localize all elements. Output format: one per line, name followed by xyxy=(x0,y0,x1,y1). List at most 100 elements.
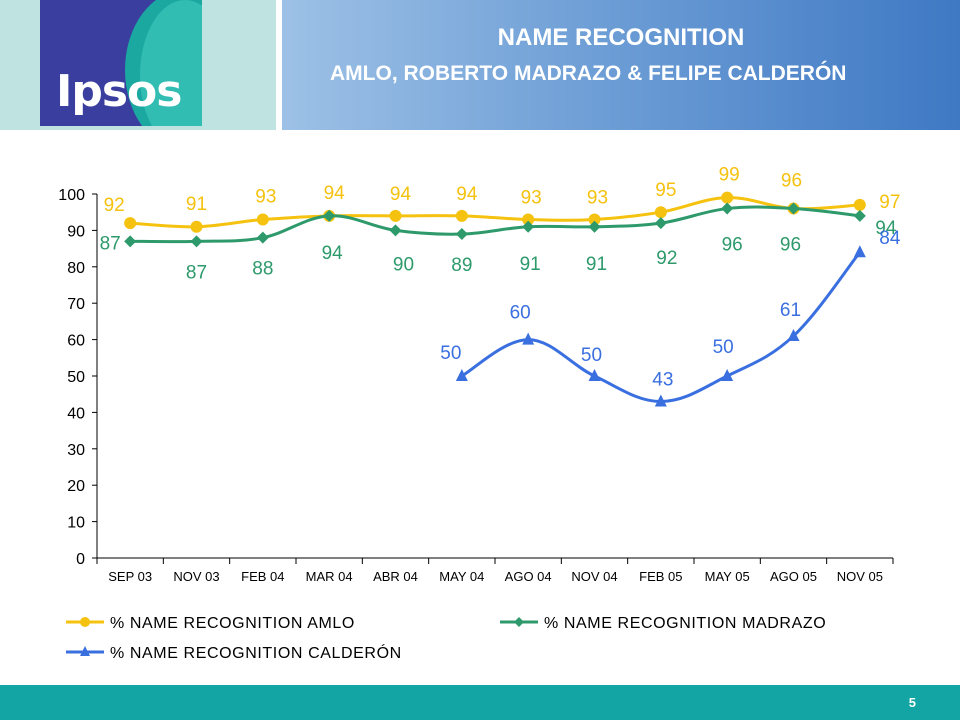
data-label: 91 xyxy=(186,194,207,215)
page-title: NAME RECOGNITION xyxy=(497,24,745,51)
footer-bar: 5 xyxy=(0,685,960,720)
y-tick-label: 100 xyxy=(58,187,85,204)
data-label: 87 xyxy=(186,262,207,283)
y-tick-label: 20 xyxy=(67,478,85,495)
x-tick-label: MAR 04 xyxy=(306,569,353,584)
data-label: 84 xyxy=(879,228,901,249)
data-point xyxy=(588,213,601,226)
data-label: 93 xyxy=(521,187,542,208)
data-label: 88 xyxy=(252,259,273,280)
data-label: 94 xyxy=(324,183,346,204)
data-label: 94 xyxy=(875,218,897,239)
series-calderon: 50 60 50 43 50 61 84 xyxy=(440,228,901,403)
line-chart: 0 10 20 30 40 50 60 70 80 90 100 SEP 03 NOV 03 FEB 04… xyxy=(58,165,901,662)
y-tick-label: 40 xyxy=(67,405,85,422)
page-subtitle: AMLO, ROBERTO MADRAZO & FELIPE CALDERÓN xyxy=(330,62,847,85)
y-tick-label: 90 xyxy=(67,223,85,240)
data-point xyxy=(455,369,468,381)
data-point xyxy=(721,202,734,215)
x-tick-label: NOV 03 xyxy=(173,569,219,584)
legend-marker xyxy=(514,617,524,627)
data-point xyxy=(853,245,866,258)
data-point xyxy=(787,328,800,341)
data-point xyxy=(389,209,402,222)
x-tick-label: NOV 05 xyxy=(837,569,883,584)
data-point xyxy=(190,220,203,233)
data-point xyxy=(190,235,203,248)
data-point xyxy=(588,369,601,381)
data-point xyxy=(654,394,667,407)
y-tick-label: 70 xyxy=(67,296,85,313)
x-tick-label: AGO 04 xyxy=(505,569,552,584)
data-point xyxy=(588,220,601,233)
logo-area: Ipsos xyxy=(0,0,276,130)
data-label: 93 xyxy=(587,187,608,208)
data-label: 96 xyxy=(780,235,801,256)
data-label: 50 xyxy=(581,345,602,366)
x-tick-label: MAY 04 xyxy=(439,569,484,584)
data-label: 94 xyxy=(456,184,478,205)
data-point xyxy=(721,369,734,381)
x-tick-label: SEP 03 xyxy=(108,569,152,584)
x-tick-label: NOV 04 xyxy=(571,569,617,584)
data-label: 90 xyxy=(393,254,414,275)
data-label: 94 xyxy=(322,243,344,264)
series-amlo: 92 91 93 94 94 94 93 93 95 99 96 97 xyxy=(104,165,900,229)
data-label: 96 xyxy=(722,235,743,256)
data-label: 89 xyxy=(451,255,472,276)
legend-item: % NAME RECOGNITION AMLO xyxy=(66,615,355,632)
data-label: 97 xyxy=(879,192,900,213)
series-line xyxy=(130,196,860,229)
y-tick-label: 10 xyxy=(67,515,85,532)
legend-label: % NAME RECOGNITION CALDERÓN xyxy=(110,643,402,662)
data-label: 92 xyxy=(656,248,677,269)
x-tick-label: FEB 05 xyxy=(639,569,682,584)
legend-item: % NAME RECOGNITION CALDERÓN xyxy=(66,643,402,662)
y-tick-label: 0 xyxy=(76,551,85,568)
data-point xyxy=(389,224,402,237)
data-point xyxy=(853,198,866,211)
data-label: 92 xyxy=(104,195,125,216)
legend-marker xyxy=(80,617,90,627)
data-point xyxy=(721,191,734,204)
x-tick-label: MAY 05 xyxy=(705,569,750,584)
series-madrazo: 87 87 88 94 90 89 91 91 92 96 96 94 xyxy=(100,205,897,283)
data-point xyxy=(124,217,137,230)
legend-label: % NAME RECOGNITION MADRAZO xyxy=(544,615,826,632)
data-label: 50 xyxy=(713,337,734,358)
data-point xyxy=(455,228,468,241)
data-point xyxy=(522,213,535,226)
y-tick-label: 60 xyxy=(67,333,85,350)
data-point xyxy=(522,332,535,345)
series-line xyxy=(130,205,860,244)
data-label: 61 xyxy=(780,300,801,321)
legend-label: % NAME RECOGNITION AMLO xyxy=(110,615,355,632)
y-tick-label: 80 xyxy=(67,260,85,277)
header-band xyxy=(282,0,960,130)
data-label: 95 xyxy=(655,180,676,201)
y-tick-label: 50 xyxy=(67,369,85,386)
data-point xyxy=(124,235,137,248)
data-label: 96 xyxy=(781,171,802,192)
data-point xyxy=(853,209,866,222)
data-point xyxy=(323,209,336,222)
data-label: 43 xyxy=(652,369,673,390)
legend-marker xyxy=(80,646,90,656)
data-point xyxy=(654,217,667,230)
data-label: 99 xyxy=(719,165,740,186)
logo-text: Ipsos xyxy=(56,66,182,117)
data-label: 91 xyxy=(520,254,541,275)
data-label: 93 xyxy=(255,186,276,207)
data-point xyxy=(654,206,667,219)
x-tick-label: AGO 05 xyxy=(770,569,817,584)
y-tick-label: 30 xyxy=(67,442,85,459)
data-label: 87 xyxy=(100,233,121,254)
legend-item: % NAME RECOGNITION MADRAZO xyxy=(500,615,826,632)
x-tick-label: ABR 04 xyxy=(373,569,418,584)
data-point xyxy=(256,231,269,244)
data-point xyxy=(522,220,535,233)
ipsos-logo: Ipsos xyxy=(40,0,202,126)
data-label: 60 xyxy=(510,303,531,324)
data-label: 94 xyxy=(390,184,412,205)
page-number: 5 xyxy=(908,695,916,710)
